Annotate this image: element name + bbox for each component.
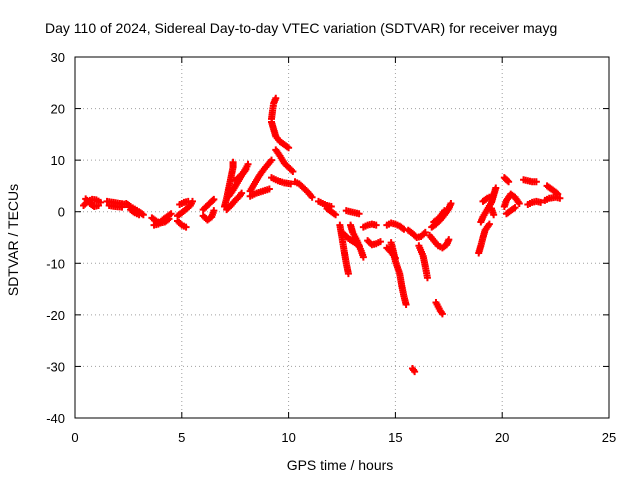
data-point — [244, 160, 252, 168]
y-tick-label: -40 — [46, 411, 65, 426]
data-series — [80, 94, 564, 376]
data-point — [553, 189, 561, 197]
data-point — [505, 178, 513, 186]
data-point — [511, 204, 519, 212]
x-axis-label: GPS time / hours — [287, 457, 394, 473]
data-point — [344, 270, 352, 278]
data-point — [447, 199, 455, 207]
data-point — [537, 198, 545, 206]
data-point — [242, 165, 250, 173]
data-point — [445, 236, 453, 244]
data-point — [411, 368, 419, 376]
y-tick-label: 10 — [51, 153, 65, 168]
data-point — [184, 197, 192, 205]
data-point — [421, 228, 429, 236]
data-point — [268, 156, 276, 164]
data-point — [402, 301, 410, 309]
y-tick-label: 30 — [51, 50, 65, 65]
x-tick-label: 5 — [178, 430, 185, 445]
data-point — [238, 189, 246, 197]
data-point — [492, 184, 500, 192]
data-point — [490, 211, 498, 219]
x-tick-label: 15 — [388, 430, 402, 445]
data-point — [372, 221, 380, 229]
axis-ticks: 0 5 10 15 20 25 -40 -30 -20 -10 0 10 20 30 — [46, 50, 616, 445]
data-point — [515, 199, 523, 207]
y-tick-label: -10 — [46, 256, 65, 271]
y-tick-label: -20 — [46, 308, 65, 323]
x-tick-label: 0 — [71, 430, 78, 445]
data-point — [532, 178, 540, 186]
data-point — [118, 203, 126, 211]
data-point — [400, 225, 408, 233]
plot-frame — [74, 56, 610, 419]
x-tick-label: 10 — [281, 430, 295, 445]
data-point — [285, 144, 293, 152]
data-point — [355, 210, 363, 218]
data-point — [359, 253, 367, 261]
data-point — [423, 274, 431, 282]
data-point — [210, 207, 218, 215]
x-tick-label: 20 — [495, 430, 509, 445]
y-tick-label: 0 — [58, 205, 65, 220]
data-point — [272, 94, 280, 102]
y-tick-label: 20 — [51, 102, 65, 117]
data-point — [167, 210, 175, 218]
data-point — [391, 254, 399, 262]
data-point — [441, 207, 449, 215]
grid-lines — [75, 57, 609, 418]
data-point — [94, 202, 102, 210]
data-point — [287, 180, 295, 188]
x-tick-label: 25 — [602, 430, 616, 445]
data-point — [308, 193, 316, 201]
data-point — [438, 310, 446, 318]
data-point — [229, 158, 237, 166]
y-tick-label: -30 — [46, 359, 65, 374]
y-axis-label: SDTVAR / TECUs — [5, 184, 21, 296]
data-point — [488, 192, 496, 200]
data-point — [376, 238, 384, 246]
data-point — [485, 220, 493, 228]
chart-title: Day 110 of 2024, Sidereal Day-to-day VTE… — [45, 20, 557, 36]
data-point — [332, 211, 340, 219]
data-point — [135, 211, 143, 219]
data-point — [289, 167, 297, 175]
data-point — [265, 185, 273, 193]
data-point — [209, 196, 217, 204]
data-point — [210, 195, 218, 203]
data-point — [504, 177, 512, 185]
data-point — [182, 223, 190, 231]
data-point — [556, 194, 564, 202]
